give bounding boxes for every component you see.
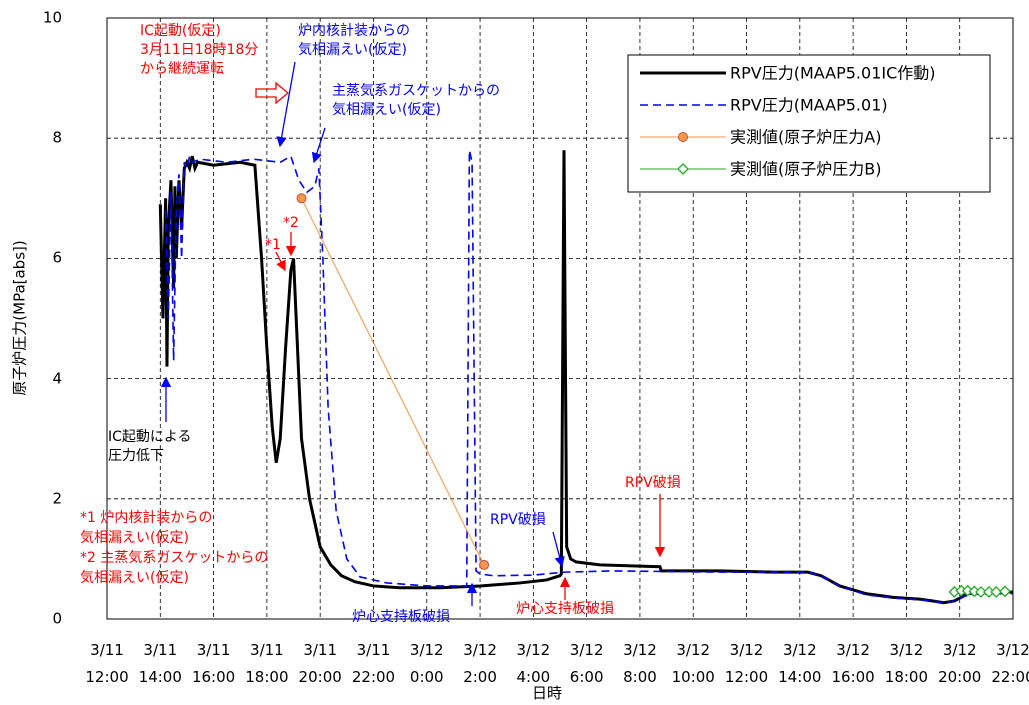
data-point bbox=[990, 586, 1003, 598]
y-tick-label: 0 bbox=[52, 609, 62, 628]
x-tick-label: 3/12 4:00 bbox=[516, 641, 551, 686]
x-tick-label: 3/12 0:00 bbox=[409, 641, 444, 686]
annotation: 炉心支持板破損 bbox=[516, 601, 614, 617]
data-point bbox=[975, 586, 987, 598]
annotation: RPV破損 bbox=[490, 512, 546, 528]
arrow bbox=[275, 251, 286, 272]
x-tick-label: 3/11 18:00 bbox=[245, 641, 289, 686]
annotation: RPV破損 bbox=[625, 475, 681, 491]
hollow-arrow bbox=[255, 81, 290, 105]
legend-label: RPV圧力(MAAP5.01) bbox=[730, 95, 888, 115]
legend-label: RPV圧力(MAAP5.01IC作動) bbox=[730, 63, 936, 83]
plot-marks bbox=[158, 150, 1013, 605]
x-tick-label: 3/11 12:00 bbox=[85, 641, 129, 686]
annotation: *2 bbox=[283, 215, 299, 231]
annotation: *1 炉内核計装からの 気相漏えい(仮定) *2 主蒸気系ガスケットからの 気相… bbox=[80, 510, 269, 586]
x-tick-label: 3/11 20:00 bbox=[298, 641, 342, 686]
y-tick-label: 10 bbox=[42, 8, 62, 27]
arrow bbox=[311, 127, 326, 164]
y-tick-label: 8 bbox=[52, 128, 62, 147]
x-tick-label: 3/12 16:00 bbox=[831, 641, 875, 686]
x-tick-label: 3/11 22:00 bbox=[351, 641, 396, 686]
x-tick-label: 3/12 8:00 bbox=[623, 641, 657, 686]
annotation: 主蒸気系ガスケットからの 気相漏えい(仮定) bbox=[332, 83, 500, 118]
x-tick-label: 3/12 12:00 bbox=[724, 641, 769, 686]
legend-label: 実測値(原子炉圧力B) bbox=[730, 159, 882, 179]
data-point bbox=[999, 585, 1011, 598]
series-line bbox=[164, 150, 1013, 605]
annotation: IC起動(仮定) 3月11日18時18分 から継続運転 bbox=[140, 23, 259, 77]
legend-marker bbox=[678, 132, 688, 142]
annotation: 炉心支持板破損 bbox=[352, 609, 450, 625]
x-tick-label: 3/12 2:00 bbox=[463, 641, 497, 686]
y-tick-label: 6 bbox=[52, 248, 62, 267]
plot-frame bbox=[106, 17, 1014, 620]
data-point bbox=[296, 193, 307, 204]
x-tick-label: 3/11 16:00 bbox=[191, 641, 236, 686]
legend bbox=[627, 54, 991, 193]
x-axis-label: 日時 bbox=[532, 684, 563, 702]
arrow bbox=[552, 531, 565, 568]
arrow bbox=[276, 61, 296, 148]
x-tick-label: 3/12 22:00 bbox=[991, 641, 1029, 686]
annotation: *1 bbox=[265, 237, 281, 253]
x-tick-label: 3/11 14:00 bbox=[138, 641, 182, 686]
legend-marker bbox=[677, 163, 689, 175]
data-point bbox=[479, 559, 490, 570]
series-line bbox=[301, 198, 485, 566]
annotation: 炉内核計装からの 気相漏えい(仮定) bbox=[298, 23, 410, 58]
y-tick-label: 4 bbox=[52, 369, 62, 388]
legend-label: 実測値(原子炉圧力A) bbox=[730, 127, 882, 147]
x-tick-label: 3/12 20:00 bbox=[938, 641, 982, 686]
x-tick-label: 3/12 6:00 bbox=[569, 641, 604, 686]
x-tick-label: 3/12 10:00 bbox=[671, 641, 715, 686]
y-tick-label: 2 bbox=[52, 489, 62, 508]
x-tick-label: 3/12 18:00 bbox=[884, 641, 929, 686]
annotation: IC起動による 圧力低下 bbox=[108, 429, 192, 464]
annotation-arrows bbox=[160, 61, 666, 606]
y-axis-label: 原子炉圧力(MPa[abs]) bbox=[10, 240, 29, 396]
x-tick-label: 3/12 14:00 bbox=[778, 641, 822, 686]
